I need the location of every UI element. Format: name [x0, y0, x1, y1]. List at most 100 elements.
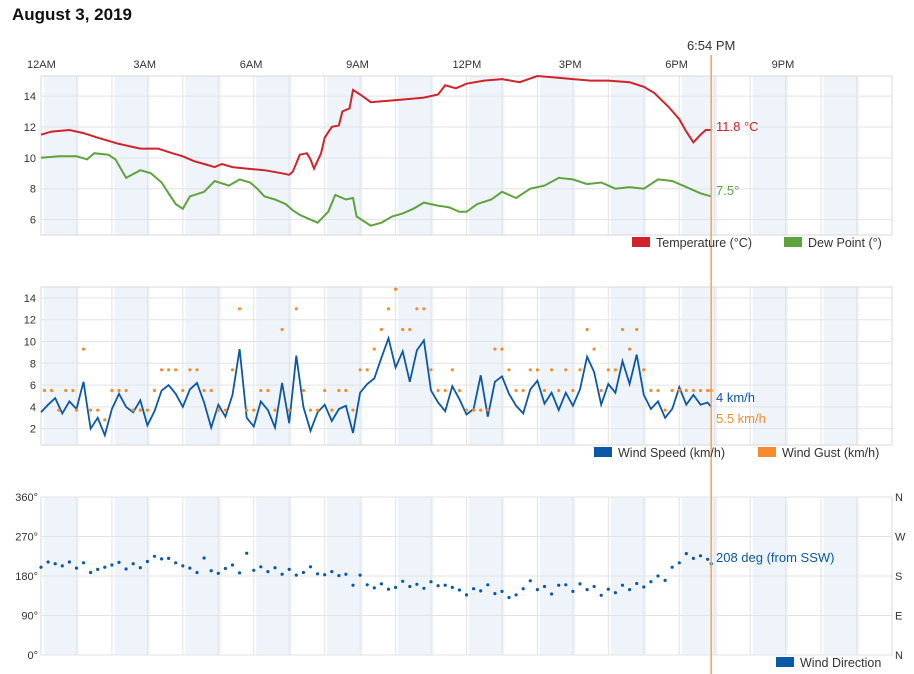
wind-direction-point — [436, 584, 440, 588]
wind-gust-point — [514, 388, 518, 393]
wind-direction-point — [613, 591, 618, 595]
current-wind-speed: 4 km/h — [716, 390, 755, 405]
wind-gust-point — [81, 347, 86, 351]
wind-gust-point — [266, 388, 270, 393]
wind-direction-point — [238, 571, 242, 575]
dew_point-line — [40, 152, 712, 227]
wind-direction-point — [308, 565, 313, 569]
wind-direction-point — [67, 560, 71, 564]
wind-gust-point — [110, 388, 114, 393]
wind-gust-point — [663, 408, 667, 412]
y-tick-label: 0° — [27, 650, 38, 662]
wind-direction-point — [89, 570, 93, 575]
legend-wind-gust-label: Wind Gust (km/h) — [782, 446, 879, 460]
wind-direction-point — [195, 570, 199, 575]
wind-gust-point — [656, 388, 660, 393]
hour-label: 6AM — [240, 59, 263, 71]
time-bands — [43, 76, 860, 655]
wind-direction-point — [620, 583, 625, 587]
wind-gust-point — [691, 388, 696, 393]
y-tick-label: 8 — [30, 358, 36, 370]
wind-direction-point — [486, 583, 490, 587]
wind-direction-point — [266, 570, 270, 574]
wind-direction-point — [131, 562, 135, 566]
wind-gust-point — [330, 408, 334, 412]
wind-gust-point — [358, 368, 362, 372]
wind-direction-point — [188, 566, 192, 570]
wind-gust-point — [535, 368, 540, 372]
hour-label: 6PM — [665, 59, 688, 71]
wind-gust-point — [252, 408, 256, 412]
wind-gust-point — [571, 388, 575, 393]
hour-band — [468, 76, 505, 235]
wind-gust-point — [71, 388, 75, 393]
wind-direction-point — [564, 583, 568, 587]
wind-gust-point — [635, 327, 639, 332]
y-tick-label: 8 — [30, 184, 36, 196]
wind-gust-point — [230, 368, 235, 372]
wind-gust-point — [216, 408, 220, 412]
wind-gust-point — [628, 347, 632, 351]
wind-direction-point — [223, 566, 227, 571]
compass-label: E — [895, 611, 902, 623]
y-tick-label: 12 — [24, 122, 36, 134]
panel-frame — [40, 75, 893, 236]
wind-direction-point — [464, 593, 469, 597]
legend-temperature-swatch — [632, 237, 650, 247]
wind-direction-point — [500, 589, 504, 594]
wind-gust-point — [642, 368, 646, 372]
wind-direction-point — [684, 552, 688, 556]
wind-gust-point — [287, 408, 291, 412]
compass-label: N — [895, 492, 903, 504]
series — [39, 74, 713, 600]
hour-band — [752, 76, 789, 235]
wind-gust-point — [273, 408, 277, 412]
hour-band — [114, 287, 150, 445]
hour-label: 3AM — [133, 59, 156, 71]
wind-direction-point — [401, 579, 405, 583]
current-time-marker: 6:54 PM — [687, 38, 735, 674]
wind-gust-point — [351, 408, 355, 412]
wind-gust-point — [138, 408, 142, 412]
wind-direction-point — [457, 588, 461, 592]
legend-temperature-label: Temperature (°C) — [656, 236, 752, 250]
wind-gust-point — [209, 388, 213, 393]
wind-gust-point — [436, 388, 440, 393]
wind-direction-point — [372, 586, 376, 590]
wind-gust-point — [521, 388, 525, 393]
wind-direction-point — [252, 568, 256, 572]
compass-label: N — [895, 650, 903, 662]
wind-gust-point — [308, 408, 313, 412]
wind-gust-point — [550, 368, 554, 372]
wind-gust-point — [606, 368, 610, 372]
wind-gust-point — [145, 408, 149, 412]
hour-label: 3PM — [559, 59, 582, 71]
hour-label: 9PM — [772, 59, 795, 71]
wind-gust-point — [223, 408, 227, 412]
wind-direction-point — [53, 562, 57, 566]
wind-direction-point — [216, 571, 220, 576]
wind-gust-point — [620, 327, 625, 332]
temperature-line — [40, 74, 712, 176]
wind-gust-point — [507, 368, 511, 372]
wind-direction-point — [691, 556, 696, 561]
legend-dew-point-swatch — [784, 237, 802, 247]
hour-band — [468, 287, 505, 445]
current-temperature: 11.8 °C — [716, 119, 759, 134]
wind-gust-point — [152, 388, 157, 393]
wind-direction-point — [124, 567, 128, 571]
wind-direction-point — [81, 561, 86, 565]
wind-direction-point — [280, 572, 284, 576]
wind-direction-point — [507, 595, 511, 600]
y-tick-label: 10 — [24, 153, 36, 165]
wind-gust-point — [542, 388, 547, 393]
wind-gust-point — [415, 307, 419, 311]
wind-gust-point — [280, 327, 284, 332]
panel-frame — [40, 286, 893, 446]
y-tick-label: 180° — [15, 571, 38, 583]
wind-gust-point — [394, 287, 398, 291]
wind-direction-point — [628, 588, 632, 592]
wind-direction-point — [450, 585, 454, 590]
wind-gust-point — [131, 408, 135, 412]
wind-direction-point — [245, 551, 249, 555]
